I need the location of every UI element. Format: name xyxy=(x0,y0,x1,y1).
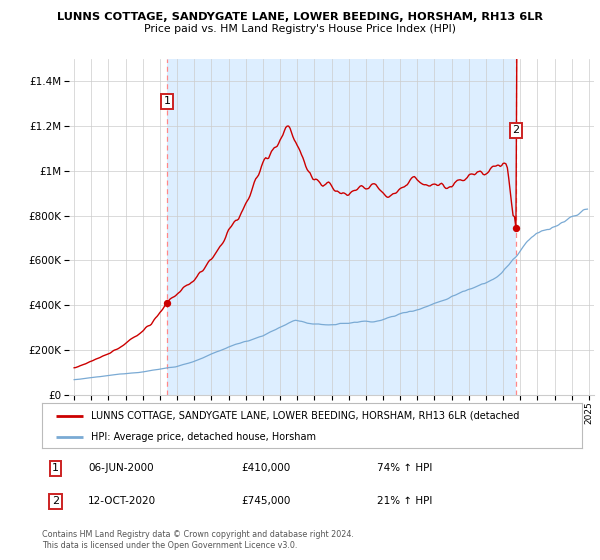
Text: 1: 1 xyxy=(52,463,59,473)
Text: 74% ↑ HPI: 74% ↑ HPI xyxy=(377,463,432,473)
Point xyxy=(511,223,521,232)
Text: LUNNS COTTAGE, SANDYGATE LANE, LOWER BEEDING, HORSHAM, RH13 6LR: LUNNS COTTAGE, SANDYGATE LANE, LOWER BEE… xyxy=(57,12,543,22)
Text: 2: 2 xyxy=(52,497,59,506)
Text: 21% ↑ HPI: 21% ↑ HPI xyxy=(377,497,432,506)
Text: LUNNS COTTAGE, SANDYGATE LANE, LOWER BEEDING, HORSHAM, RH13 6LR (detached: LUNNS COTTAGE, SANDYGATE LANE, LOWER BEE… xyxy=(91,410,519,421)
Point xyxy=(162,298,172,307)
Text: Price paid vs. HM Land Registry's House Price Index (HPI): Price paid vs. HM Land Registry's House … xyxy=(144,24,456,34)
Text: 12-OCT-2020: 12-OCT-2020 xyxy=(88,497,156,506)
Text: HPI: Average price, detached house, Horsham: HPI: Average price, detached house, Hors… xyxy=(91,432,316,442)
Text: 06-JUN-2000: 06-JUN-2000 xyxy=(88,463,154,473)
Text: £745,000: £745,000 xyxy=(242,497,291,506)
Text: £410,000: £410,000 xyxy=(242,463,291,473)
Text: 2: 2 xyxy=(512,125,520,136)
Text: Contains HM Land Registry data © Crown copyright and database right 2024.
This d: Contains HM Land Registry data © Crown c… xyxy=(42,530,354,550)
Bar xyxy=(167,59,516,395)
Text: 1: 1 xyxy=(164,96,170,106)
